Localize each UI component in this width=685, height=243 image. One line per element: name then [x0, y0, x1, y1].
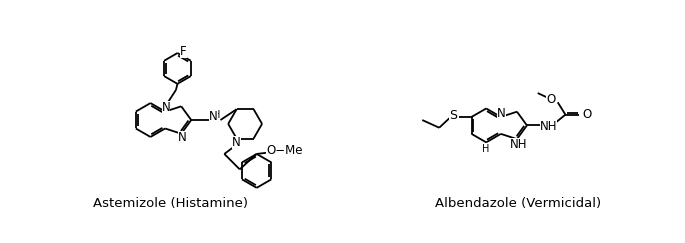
Text: Astemizole (Histamine): Astemizole (Histamine) [93, 197, 249, 210]
Text: F: F [180, 45, 187, 58]
Text: N: N [162, 101, 171, 114]
Text: O: O [546, 93, 556, 106]
Text: O: O [582, 108, 592, 121]
Text: N: N [209, 110, 218, 123]
Text: H: H [482, 144, 489, 154]
Text: NH: NH [510, 138, 527, 151]
Text: H: H [213, 110, 221, 120]
Text: N: N [232, 136, 241, 149]
Text: O−Me: O−Me [266, 144, 303, 157]
Text: N: N [497, 107, 506, 120]
Text: NH: NH [540, 120, 557, 133]
Text: N: N [177, 131, 186, 144]
Text: S: S [449, 109, 457, 122]
Text: Albendazole (Vermicidal): Albendazole (Vermicidal) [436, 197, 601, 210]
